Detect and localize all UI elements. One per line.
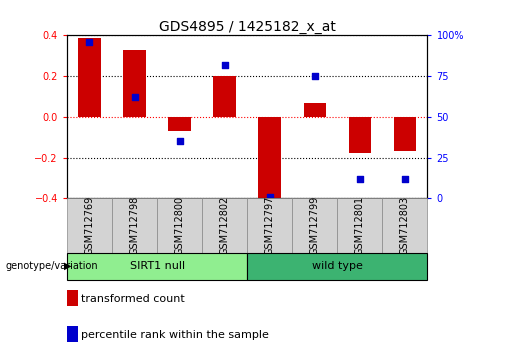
Text: GSM712769: GSM712769	[84, 196, 94, 255]
Text: GSM712800: GSM712800	[175, 196, 184, 255]
Point	[311, 73, 319, 79]
FancyBboxPatch shape	[337, 198, 382, 253]
Point	[266, 194, 274, 199]
Point	[176, 138, 184, 144]
FancyBboxPatch shape	[67, 198, 112, 253]
Text: wild type: wild type	[312, 261, 363, 272]
Point	[401, 176, 409, 182]
Point	[85, 39, 94, 45]
Text: GSM712798: GSM712798	[130, 196, 140, 255]
Text: transformed count: transformed count	[81, 294, 185, 304]
Bar	[303, 103, 326, 117]
Bar	[213, 76, 236, 117]
Bar	[78, 39, 101, 117]
Text: GSM712797: GSM712797	[265, 196, 274, 255]
Bar	[123, 50, 146, 117]
Text: genotype/variation: genotype/variation	[5, 261, 98, 271]
FancyBboxPatch shape	[112, 198, 157, 253]
Bar	[259, 117, 281, 201]
Text: ▶: ▶	[64, 261, 72, 271]
FancyBboxPatch shape	[67, 253, 247, 280]
Text: GSM712802: GSM712802	[220, 196, 230, 255]
FancyBboxPatch shape	[247, 198, 293, 253]
Text: GSM712801: GSM712801	[355, 196, 365, 255]
Point	[356, 176, 364, 182]
FancyBboxPatch shape	[202, 198, 247, 253]
Text: SIRT1 null: SIRT1 null	[129, 261, 185, 272]
FancyBboxPatch shape	[157, 198, 202, 253]
Text: percentile rank within the sample: percentile rank within the sample	[81, 330, 269, 339]
Bar	[168, 117, 191, 131]
FancyBboxPatch shape	[247, 253, 427, 280]
Text: GSM712803: GSM712803	[400, 196, 410, 255]
FancyBboxPatch shape	[382, 198, 427, 253]
Point	[130, 95, 139, 100]
Bar	[393, 117, 416, 152]
Title: GDS4895 / 1425182_x_at: GDS4895 / 1425182_x_at	[159, 21, 336, 34]
Bar	[349, 117, 371, 154]
Point	[220, 62, 229, 68]
FancyBboxPatch shape	[293, 198, 337, 253]
Text: GSM712799: GSM712799	[310, 196, 320, 255]
